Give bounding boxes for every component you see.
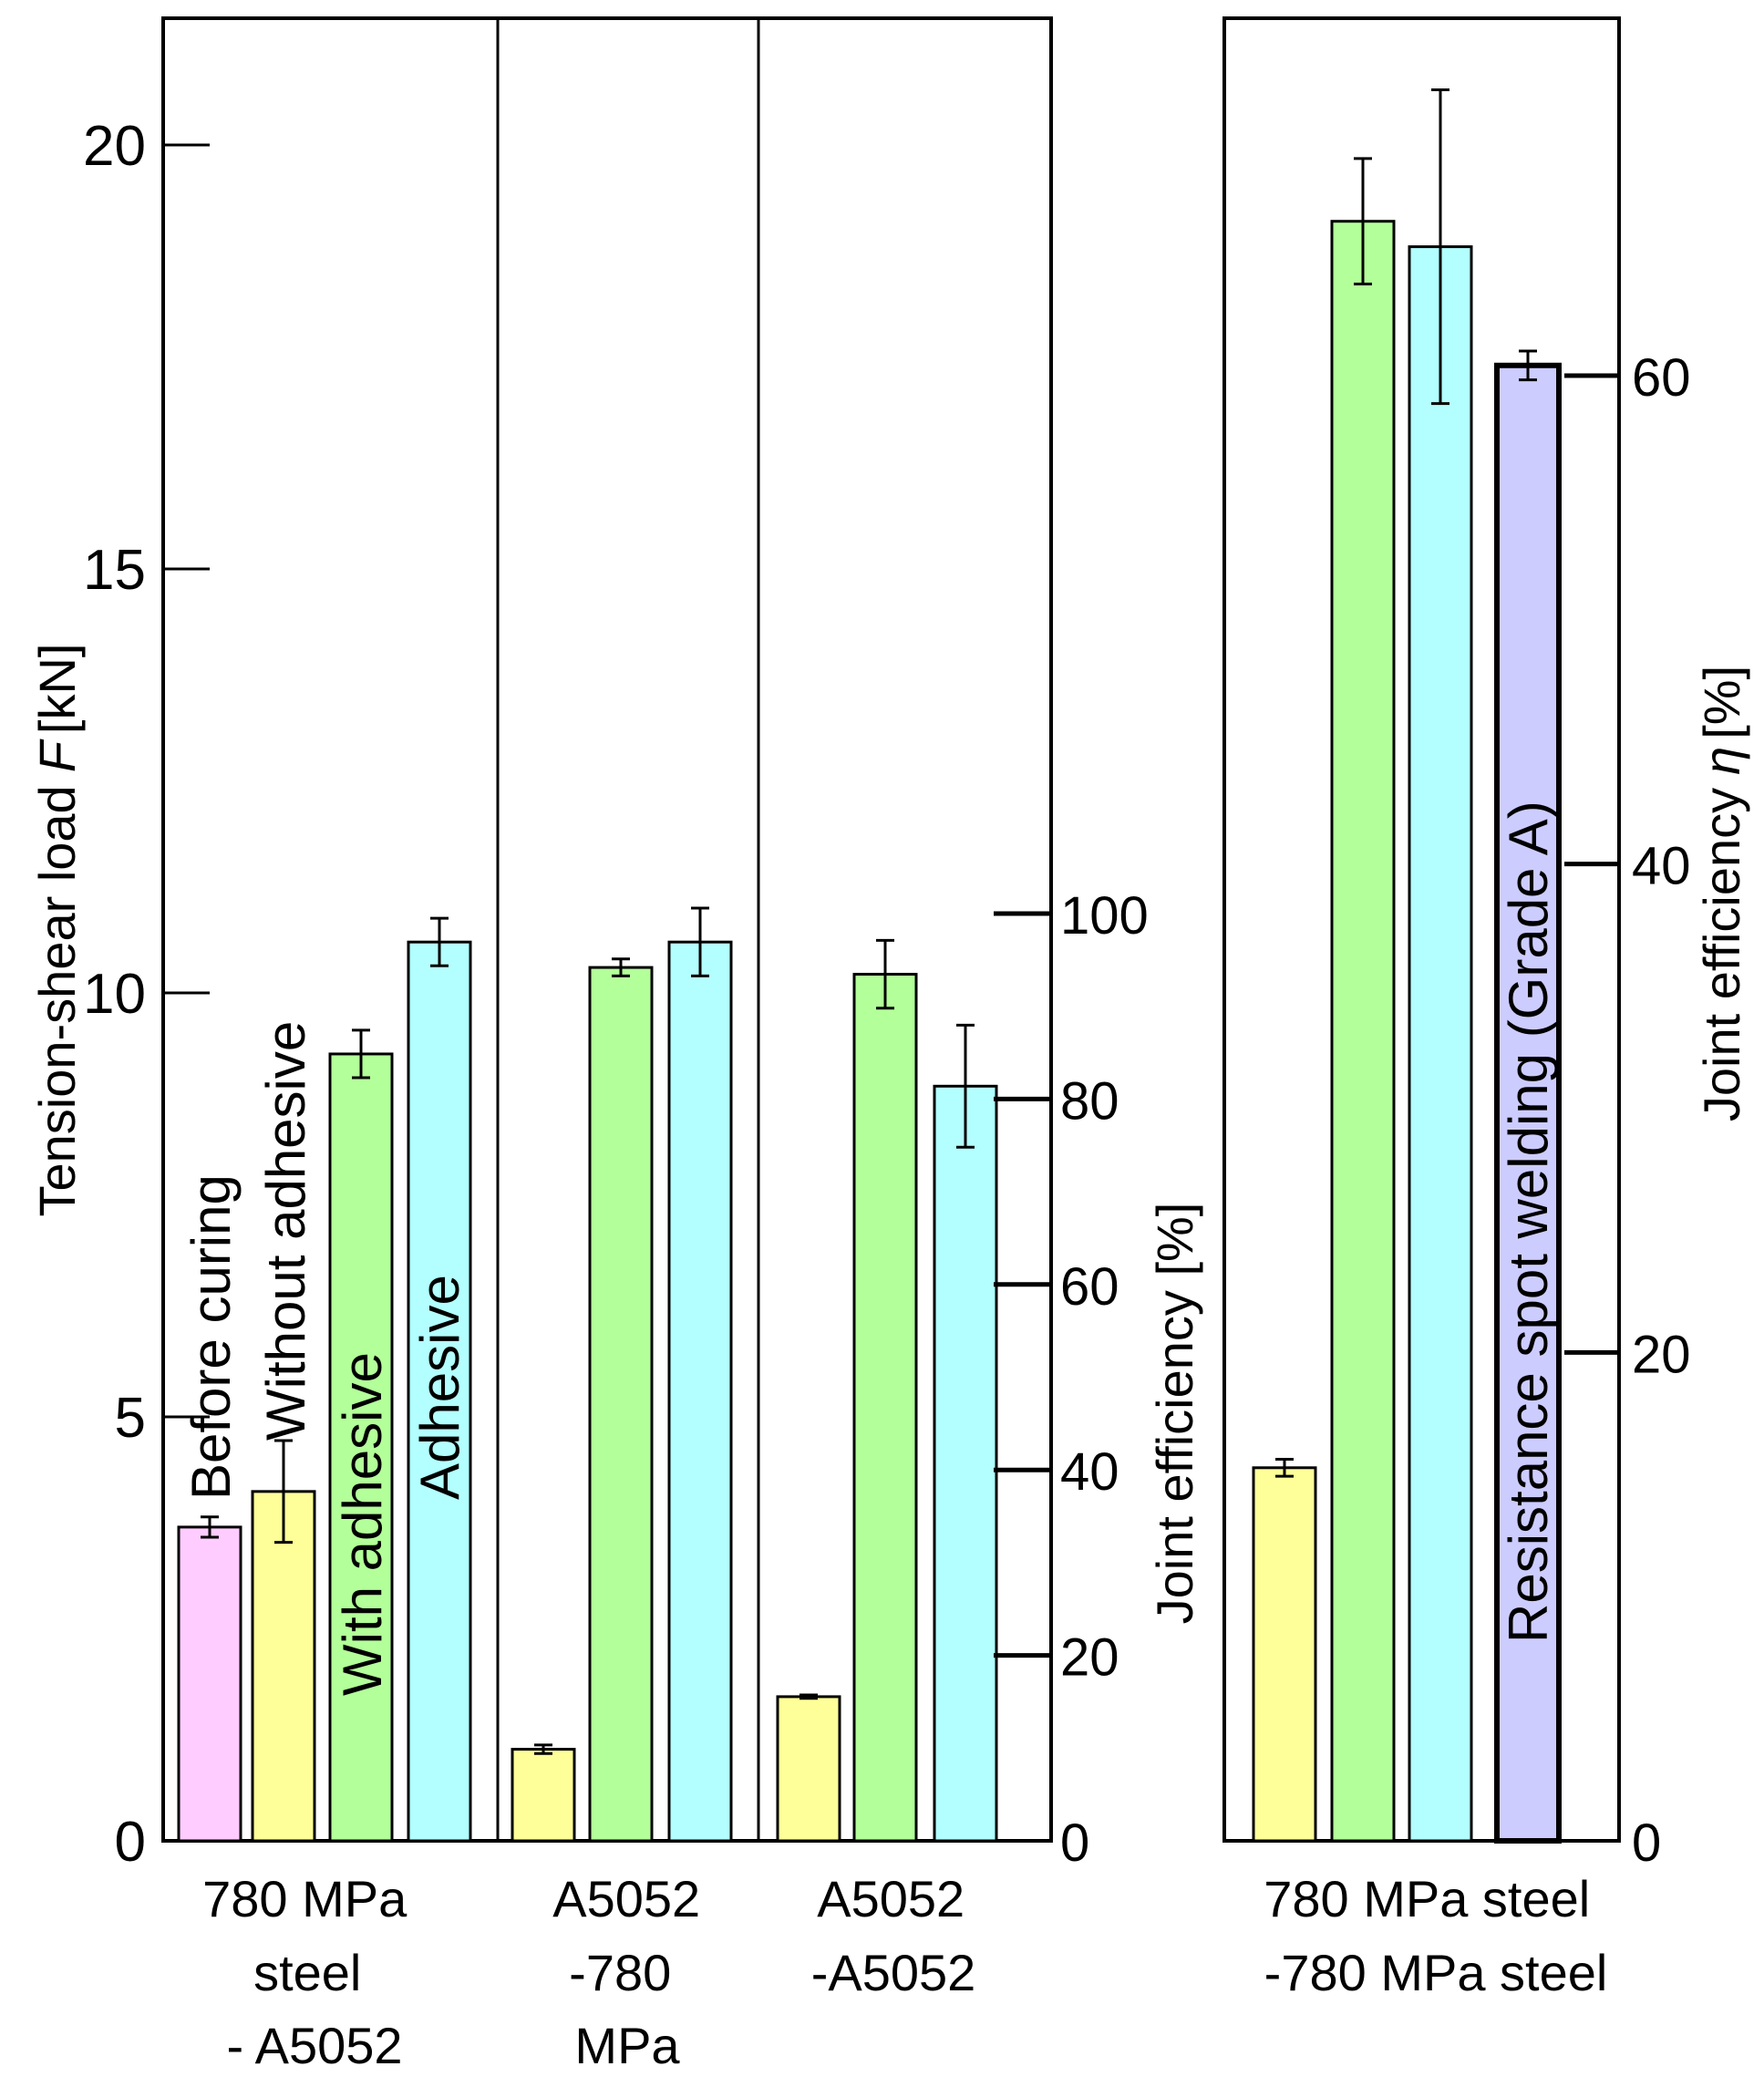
category-label-line: -A5052 bbox=[811, 1944, 976, 2001]
category-label-line: A5052 bbox=[817, 1870, 965, 1927]
efficiency-tick-label: 100 bbox=[1060, 886, 1149, 945]
category-label-line: 780 MPa steel bbox=[1264, 1870, 1590, 1927]
bar-adhesive bbox=[1408, 245, 1473, 1843]
category-label-line: -780 MPa steel bbox=[1264, 1944, 1608, 2001]
bar-adhesive bbox=[933, 1084, 998, 1843]
axes-layer: 0 5 10 15 20 0 20 40 60 80 100 0 20 40 60 bbox=[83, 115, 1690, 1874]
y-tick-label: 10 bbox=[83, 963, 146, 1026]
efficiency-axis-2-title-text: Joint efficiency bbox=[1693, 788, 1750, 1121]
category-label-group-3: A5052 -A5052 bbox=[811, 1870, 979, 2001]
y-axis-title-text: Tension-shear load bbox=[28, 785, 86, 1216]
bar-with-adhesive bbox=[852, 973, 918, 1843]
y-axis-title-unit: [kN] bbox=[28, 644, 86, 735]
category-label-line: MPa bbox=[574, 2017, 680, 2074]
category-label-group-1: 780 MPa steel - A5052 bbox=[202, 1870, 421, 2074]
bar-resistance-spot-welding-grade-a- bbox=[1494, 362, 1562, 1844]
category-label-group-2: A5052 -780 MPa bbox=[552, 1870, 715, 2074]
category-label-line: A5052 bbox=[552, 1870, 700, 1927]
y-tick-label: 5 bbox=[115, 1387, 146, 1450]
efficiency-tick-label: 0 bbox=[1060, 1813, 1089, 1873]
y-axis-title-symbol: F bbox=[28, 739, 86, 772]
y-tick-label: 15 bbox=[83, 539, 146, 602]
legend-with-adhesive: With adhesive bbox=[332, 1352, 393, 1696]
bars-layer bbox=[177, 88, 1562, 1844]
category-label-line: steel bbox=[253, 1944, 361, 2001]
y-tick-label: 20 bbox=[83, 115, 146, 178]
efficiency-axis-2-title: Joint efficiency η [%] bbox=[1693, 666, 1750, 1121]
efficiency-tick-label: 80 bbox=[1060, 1071, 1119, 1131]
category-label-line: - A5052 bbox=[226, 2017, 402, 2074]
efficiency-axis-2-title-symbol: η bbox=[1693, 747, 1750, 775]
bar-adhesive bbox=[667, 940, 733, 1843]
bar-with-adhesive bbox=[588, 966, 654, 1843]
legend-resistance-spot-welding: Resistance spot welding (Grade A) bbox=[1498, 801, 1559, 1643]
efficiency-tick-label: 20 bbox=[1060, 1628, 1119, 1688]
legend-without-adhesive: Without adhesive bbox=[255, 1021, 316, 1441]
bar-with-adhesive bbox=[1330, 220, 1396, 1843]
efficiency-2-tick-label: 60 bbox=[1632, 348, 1691, 408]
bar-without-adhesive bbox=[1252, 1466, 1317, 1843]
bar-without-adhesive bbox=[251, 1490, 316, 1843]
legend-adhesive: Adhesive bbox=[409, 1275, 470, 1500]
efficiency-2-tick-label: 20 bbox=[1632, 1325, 1691, 1384]
y-axis-title: Tension-shear load F [kN] bbox=[28, 644, 86, 1217]
bar-without-adhesive bbox=[776, 1695, 841, 1843]
category-label-group-4: 780 MPa steel -780 MPa steel bbox=[1264, 1870, 1607, 2001]
efficiency-axis-1-title: Joint efficiency [%] bbox=[1146, 1203, 1203, 1625]
category-label-line: 780 MPa bbox=[202, 1870, 407, 1927]
bar-without-adhesive bbox=[511, 1748, 576, 1843]
efficiency-tick-label: 40 bbox=[1060, 1442, 1119, 1502]
efficiency-axis-2-title-unit: [%] bbox=[1693, 666, 1750, 739]
category-label-line: -780 bbox=[569, 1944, 671, 2001]
efficiency-2-tick-label: 0 bbox=[1632, 1813, 1661, 1873]
efficiency-tick-label: 60 bbox=[1060, 1257, 1119, 1317]
legend-before-curing: Before curing bbox=[181, 1174, 242, 1500]
efficiency-2-tick-label: 40 bbox=[1632, 837, 1691, 896]
bar-before-curing bbox=[177, 1525, 242, 1843]
y-tick-label: 0 bbox=[115, 1811, 146, 1874]
